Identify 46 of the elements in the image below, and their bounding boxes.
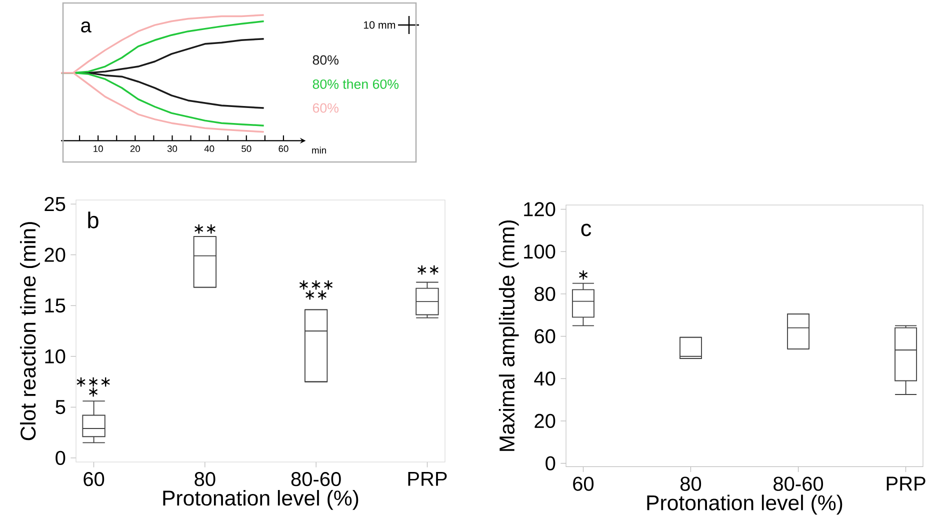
x-tick-label: 80: [194, 472, 216, 486]
annotation: a: [81, 22, 92, 32]
x-tick-label: PRP: [408, 472, 447, 486]
y-axis-title: Maximal amplitude (mm): [498, 220, 519, 451]
y-tick-label: 10: [45, 349, 66, 364]
y-tick-label: 60: [534, 329, 556, 344]
x-tick-label: 40: [204, 145, 214, 152]
y-tick-label: 5: [56, 400, 66, 414]
annotation: b: [88, 212, 98, 228]
x-tick-label: 20: [130, 145, 140, 152]
y-tick-label: 0: [56, 450, 66, 465]
annotation: ∗: [579, 270, 588, 280]
x-tick-label: 80-60: [291, 472, 341, 486]
annotation: ∗∗: [194, 224, 216, 234]
annotation: ∗∗: [306, 290, 326, 300]
annotation: ∗: [89, 387, 98, 397]
y-tick-label: 25: [44, 196, 66, 212]
y-tick-label: 80: [534, 286, 556, 301]
x-tick-label: PRP: [886, 476, 926, 490]
x-tick-label: 80-60: [774, 476, 824, 491]
x-tick-label: 80: [680, 476, 702, 491]
text: 80% then 60%: [312, 79, 399, 89]
text: 60%: [312, 103, 338, 113]
x-tick-label: 60: [573, 476, 594, 491]
annotation: ∗∗∗: [299, 280, 333, 290]
y-tick-label: 40: [534, 372, 556, 386]
x-tick-label: 10: [94, 145, 103, 152]
x-tick-label: 50: [242, 145, 252, 152]
annotation: ∗∗: [418, 265, 438, 275]
x-tick-label: 30: [167, 145, 178, 152]
annotation: ∗∗∗: [76, 377, 110, 387]
x-tick-label: 60: [278, 145, 288, 152]
y-tick-label: 100: [524, 244, 556, 259]
annotation: c: [581, 224, 592, 236]
y-tick-label: 20: [534, 414, 556, 428]
y-tick-label: 20: [44, 248, 66, 262]
x-tick-label: 60: [84, 472, 104, 486]
y-axis-title: Clot reaction time (min): [20, 222, 40, 440]
x-axis-title: Protonation level (%): [647, 494, 842, 515]
text: 80%: [312, 55, 338, 65]
y-tick-label: 120: [524, 202, 556, 216]
x-axis-title: min: [312, 146, 326, 154]
x-axis-title: Protonation level (%): [163, 490, 358, 510]
y-tick-label: 15: [45, 298, 66, 313]
y-tick-label: 0: [546, 456, 556, 470]
text: 10 mm: [364, 21, 396, 29]
